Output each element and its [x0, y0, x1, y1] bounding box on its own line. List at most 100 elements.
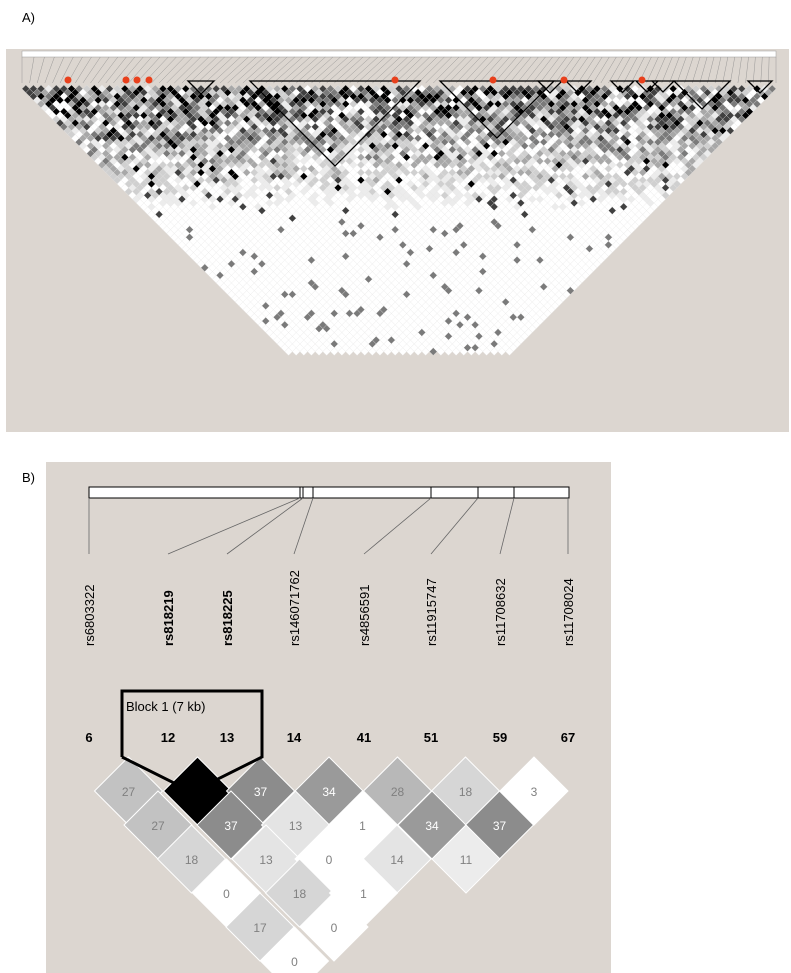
- ld-value-label: 0: [331, 921, 338, 935]
- snp-connector-line: [235, 56, 265, 84]
- snp-connector-line: [250, 56, 280, 84]
- snp-connector-line: [577, 56, 596, 84]
- snp-connector-line: [760, 56, 763, 84]
- snp-connector-line: [471, 56, 496, 84]
- snp-connector-line: [699, 56, 708, 84]
- ld-value-label: 18: [293, 887, 307, 901]
- snp-connector-line: [280, 56, 311, 84]
- snp-connector-line: [167, 497, 301, 555]
- ld-value-label: 11: [460, 853, 473, 867]
- snp-connector-line: [516, 56, 539, 84]
- panel-b-label: B): [22, 470, 35, 485]
- snp-name-label: rs11915747: [424, 578, 439, 646]
- snp-connector-line: [75, 56, 92, 84]
- snp-connector-line: [37, 56, 45, 84]
- snp-connector-line: [90, 56, 110, 84]
- snp-name-label: rs6803322: [82, 585, 97, 646]
- snp-name-label: rs11708632: [493, 578, 508, 646]
- snp-name-label: rs11708024: [561, 578, 576, 646]
- snp-name-label: rs818219: [161, 590, 176, 646]
- block-label: Block 1 (7 kb): [126, 699, 205, 714]
- snp-connector-line: [174, 56, 201, 84]
- snp-connector-line: [296, 56, 326, 84]
- ld-value-label: 37: [254, 785, 268, 799]
- snp-connector-line: [189, 56, 217, 84]
- ld-value-label: 0: [223, 887, 230, 901]
- snp-connector-line: [501, 56, 525, 84]
- snp-connector-line: [676, 56, 687, 84]
- snp-connector-line: [402, 56, 430, 84]
- snp-connector-line: [363, 497, 432, 555]
- snp-connector-line: [524, 56, 546, 84]
- snp-connector-line: [52, 56, 65, 84]
- position-bar: [88, 486, 570, 499]
- snp-connector-line: [608, 56, 624, 84]
- snp-connector-line: [113, 56, 136, 84]
- snp-connector-line: [478, 56, 503, 84]
- snp-connector-line: [82, 56, 101, 84]
- snp-connector-line: [59, 56, 74, 84]
- ld-value-label: 0: [326, 853, 333, 867]
- snp-name-label: rs4856591: [357, 585, 372, 646]
- snp-connector-line: [151, 56, 177, 84]
- ld-value-label: 27: [122, 785, 136, 799]
- snp-connector-line: [440, 56, 467, 84]
- snp-connector-line: [379, 56, 408, 84]
- ld-value-label: 37: [224, 819, 238, 833]
- highlighted-snp-marker: [133, 76, 141, 84]
- snp-connector-line: [242, 56, 272, 84]
- snp-connector-line: [288, 56, 318, 84]
- snp-number-label: 6: [85, 730, 92, 745]
- snp-connector-line: [448, 56, 474, 84]
- snp-connector-line: [212, 56, 241, 84]
- ld-value-label: 18: [185, 853, 199, 867]
- snp-connector-line: [219, 56, 249, 84]
- highlighted-snp-marker: [64, 76, 72, 84]
- snp-connector-line: [410, 56, 438, 84]
- snp-connector-line: [684, 56, 694, 84]
- snp-name-label: rs818225: [220, 590, 235, 646]
- snp-connector-line: [692, 56, 701, 84]
- snp-connector-line: [600, 56, 617, 84]
- snp-connector-line: [29, 56, 35, 84]
- snp-connector-line: [707, 56, 715, 84]
- highlighted-snp-marker: [145, 76, 153, 84]
- ld-value-label: 1: [359, 819, 366, 833]
- ld-diamond-grid: [21, 84, 777, 356]
- highlighted-snp-marker: [122, 76, 130, 84]
- snp-connector-line: [547, 56, 567, 84]
- ld-value-label: 0: [291, 955, 298, 969]
- snp-connector-line: [653, 56, 666, 84]
- snp-connector-line: [158, 56, 185, 84]
- snp-connector-line: [395, 56, 423, 84]
- snp-connector-line: [631, 56, 645, 84]
- highlighted-snp-marker: [489, 76, 497, 84]
- ld-value-label: 28: [391, 785, 405, 799]
- ld-value-label: 18: [459, 785, 473, 799]
- snp-connector-line: [499, 497, 515, 555]
- snp-number-label: 67: [561, 730, 575, 745]
- panel-b-ld-plot: rs6803322 6 rs818219 12 rs818225 13 rs14607176…: [46, 462, 611, 973]
- snp-connector-line: [341, 56, 371, 84]
- panel-a-svg: [21, 50, 777, 356]
- snp-connector-line: [425, 56, 452, 84]
- snp-connector-line: [494, 56, 517, 84]
- snp-connector-line: [204, 56, 233, 84]
- snp-connector-line: [585, 56, 603, 84]
- panel-a-label: A): [22, 10, 35, 25]
- snp-connector-line: [372, 56, 401, 84]
- ld-value-label: 14: [390, 853, 404, 867]
- snp-connector-line: [455, 56, 481, 84]
- snp-connector-line: [181, 56, 209, 84]
- snp-connector-line: [227, 56, 257, 84]
- snp-name-label: rs146071762: [287, 570, 302, 646]
- snp-connector-line: [293, 497, 314, 555]
- ld-value-label: 1: [360, 887, 367, 901]
- snp-connector-line: [509, 56, 532, 84]
- ld-value-label: 37: [493, 819, 507, 833]
- snp-connector-line: [737, 56, 742, 84]
- ld-value-label: 34: [322, 785, 336, 799]
- snp-connector-line: [265, 56, 295, 84]
- highlighted-snp-marker: [391, 76, 399, 84]
- snp-connector-line: [273, 56, 303, 84]
